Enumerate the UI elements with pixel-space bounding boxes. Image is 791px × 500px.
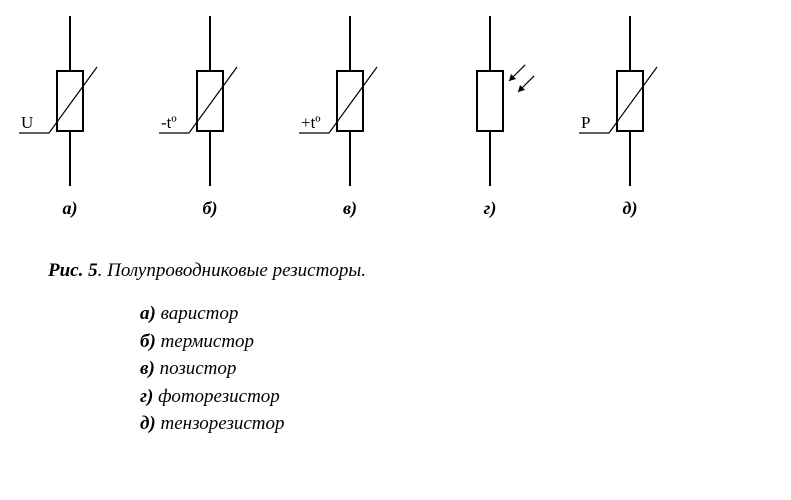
svg-text:+tº: +tº (301, 113, 321, 132)
legend-key: б) (140, 331, 156, 352)
legend-text: тензорезистор (161, 413, 285, 434)
svg-text:-tº: -tº (161, 113, 177, 132)
symbol-g (410, 6, 570, 196)
symbols-row: U -tº +tº P (0, 6, 791, 196)
symbol-letter-b: б) (130, 198, 290, 219)
legend-text: позистор (160, 358, 237, 379)
symbol-a: U (0, 6, 150, 196)
figure-canvas: U-tº+tºP а)б)в)г)д) Рис. 5. Полупроводни… (0, 0, 791, 500)
legend-item-g: г) фоторезистор (140, 383, 285, 411)
figure-title: Полупроводниковые резисторы. (107, 260, 366, 281)
symbol-letter-v: в) (270, 198, 430, 219)
legend-list: а) варисторб) термисторв) позисторг) фот… (140, 300, 285, 438)
symbol-d: P (550, 6, 710, 196)
symbol-v: +tº (270, 6, 430, 196)
legend-item-a: а) варистор (140, 300, 285, 328)
symbol-b: -tº (130, 6, 290, 196)
legend-text: термистор (161, 331, 255, 352)
symbol-letters-row: а)б)в)г)д) (0, 198, 791, 228)
svg-text:P: P (581, 113, 590, 132)
symbol-letter-d: д) (550, 198, 710, 219)
legend-item-v: в) позистор (140, 355, 285, 383)
figure-caption: Рис. 5. Полупроводниковые резисторы. (48, 260, 366, 282)
legend-key: а) (140, 303, 156, 324)
figure-number: Рис. 5 (48, 260, 98, 281)
legend-item-b: б) термистор (140, 328, 285, 356)
legend-text: фоторезистор (158, 386, 280, 407)
legend-key: г) (140, 386, 153, 407)
legend-key: д) (140, 413, 156, 434)
legend-text: варистор (161, 303, 239, 324)
symbol-letter-a: а) (0, 198, 150, 219)
symbol-letter-g: г) (410, 198, 570, 219)
svg-text:U: U (21, 113, 33, 132)
legend-key: в) (140, 358, 155, 379)
legend-item-d: д) тензорезистор (140, 410, 285, 438)
